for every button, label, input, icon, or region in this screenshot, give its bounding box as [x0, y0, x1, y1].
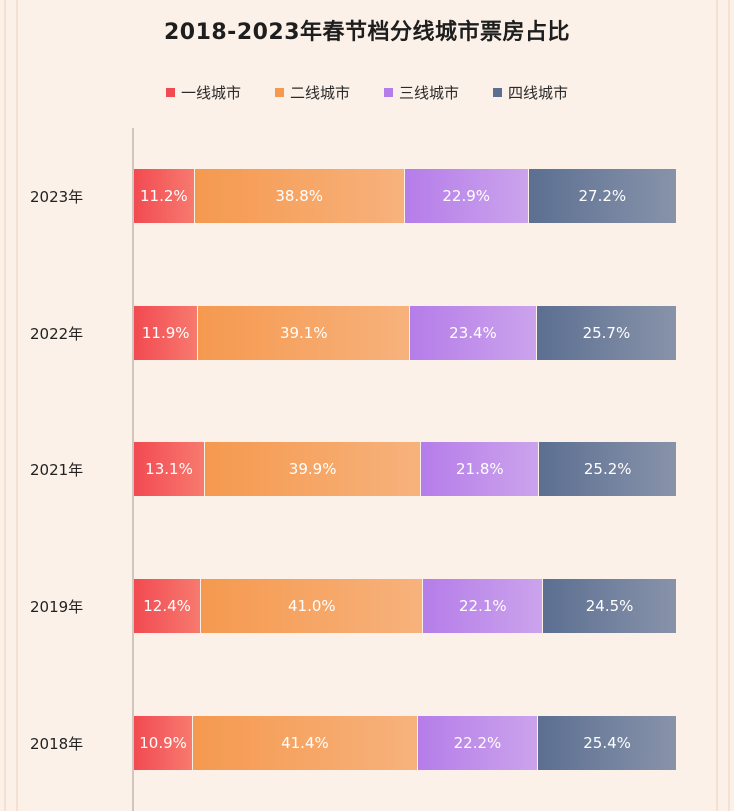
y-tick-label: 2023年	[30, 188, 84, 206]
chart-title: 2018-2023年春节档分线城市票房占比	[163, 20, 571, 45]
legend-swatch-tier2	[274, 88, 284, 97]
data-label: 21.8%	[455, 460, 504, 478]
data-label: 41.0%	[287, 597, 336, 615]
data-label: 12.4%	[143, 597, 191, 615]
bar-segment-tier3: 22.1%	[423, 579, 544, 633]
data-label: 10.9%	[139, 734, 187, 752]
data-label: 11.2%	[139, 187, 188, 205]
bar-segment-tier4: 25.4%	[538, 716, 676, 770]
bar-segment-tier3: 22.9%	[404, 169, 529, 223]
data-label: 25.7%	[582, 324, 631, 342]
bar-segment-tier4: 27.2%	[528, 169, 676, 223]
chart-legend: 一线城市 二线城市 三线城市 四线城市	[0, 82, 734, 103]
legend-swatch-tier1	[165, 88, 175, 97]
bar-segment-tier3: 23.4%	[410, 306, 537, 360]
legend-swatch-tier4	[493, 88, 503, 97]
legend-label-tier1: 一线城市	[180, 84, 241, 102]
bar-segment-tier4: 25.2%	[539, 442, 676, 496]
bar-segment-tier2: 39.1%	[198, 306, 411, 360]
bar-segment-tier3: 22.2%	[417, 716, 539, 770]
bar-segment-tier2: 41.4%	[193, 716, 418, 770]
frame-left-border	[4, 0, 18, 811]
bar-segment-tier2: 38.8%	[194, 169, 405, 223]
bar-segment-tier1: 11.2%	[134, 169, 195, 223]
legend-item-tier2: 二线城市	[274, 82, 350, 103]
data-label: 13.1%	[145, 460, 193, 478]
bar-segment-tier2: 41.0%	[201, 579, 424, 633]
data-label: 39.9%	[288, 460, 337, 478]
bar-segment-tier1: 11.9%	[134, 306, 199, 360]
legend-item-tier4: 四线城市	[493, 82, 568, 103]
data-label: 22.9%	[442, 187, 491, 205]
data-label: 41.4%	[281, 734, 329, 752]
data-label: 38.8%	[275, 187, 323, 205]
y-axis-line	[132, 128, 134, 811]
legend-label-tier3: 三线城市	[399, 84, 460, 102]
bar-segment-tier3: 21.8%	[421, 442, 540, 496]
y-tick-label: 2019年	[30, 598, 84, 616]
legend-label-tier2: 二线城市	[289, 84, 350, 102]
data-label: 24.5%	[585, 597, 634, 615]
bar-segment-tier4: 24.5%	[543, 579, 676, 633]
frame-right-border	[716, 0, 730, 811]
y-tick-label: 2018年	[30, 735, 84, 753]
data-label: 25.2%	[583, 460, 632, 478]
legend-item-tier1: 一线城市	[165, 82, 241, 103]
y-tick-label: 2022年	[30, 325, 84, 343]
bar-segment-tier2: 39.9%	[205, 442, 422, 496]
bar-segment-tier1: 13.1%	[134, 442, 205, 496]
data-label: 39.1%	[279, 324, 328, 342]
bar-segment-tier1: 10.9%	[134, 716, 194, 770]
data-label: 22.2%	[453, 734, 502, 752]
data-label: 11.9%	[141, 324, 190, 342]
data-label: 25.4%	[583, 734, 631, 752]
y-tick-label: 2021年	[30, 461, 84, 479]
legend-label-tier4: 四线城市	[508, 84, 569, 102]
data-label: 23.4%	[449, 324, 497, 342]
data-label: 22.1%	[458, 597, 507, 615]
legend-item-tier3: 三线城市	[384, 82, 459, 103]
data-label: 27.2%	[578, 187, 627, 205]
bar-segment-tier1: 12.4%	[134, 579, 202, 633]
bar-segment-tier4: 25.7%	[536, 306, 676, 360]
legend-swatch-tier3	[384, 88, 393, 97]
